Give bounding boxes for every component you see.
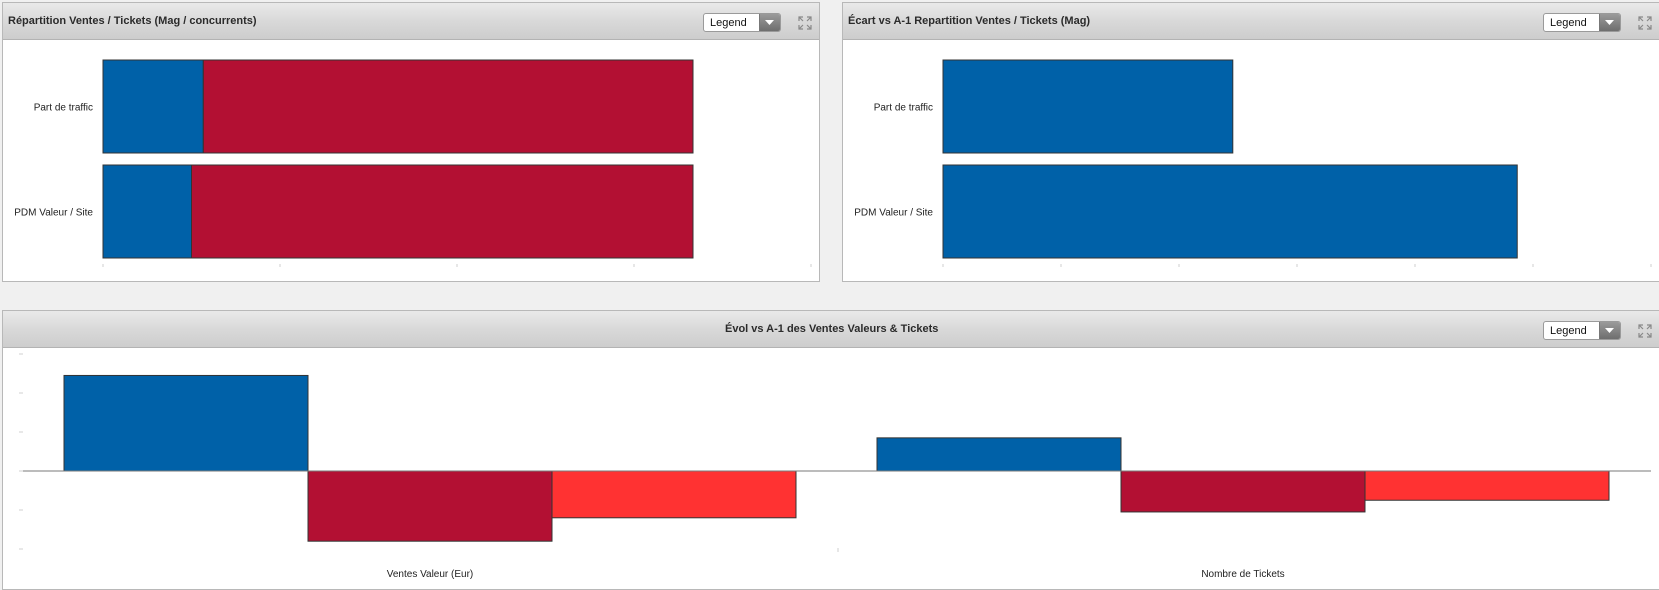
category-label: Part de traffic xyxy=(34,103,93,114)
repartition-chart: Part de traffic PDM Valeur / Site xyxy=(14,59,812,267)
ecart-panel: Écart vs A-1 Repartition Ventes / Ticket… xyxy=(842,2,1659,282)
category-label: Ventes Valeur (Eur) xyxy=(387,569,474,580)
evol-panel-title: Évol vs A-1 des Ventes Valeurs & Tickets xyxy=(725,323,939,335)
repartition-panel: Répartition Ventes / Tickets (Mag / conc… xyxy=(2,2,820,282)
bar xyxy=(63,374,309,472)
legend-dropdown-label: Legend xyxy=(1550,325,1587,337)
evol-panel-header: Évol vs A-1 des Ventes Valeurs & Tickets… xyxy=(3,311,1659,348)
bar xyxy=(876,437,1122,472)
category-label: Nombre de Tickets xyxy=(1201,569,1284,580)
repartition-panel-title: Répartition Ventes / Tickets (Mag / conc… xyxy=(8,15,257,27)
evol-legend-dropdown[interactable]: Legend xyxy=(1543,321,1621,340)
bar xyxy=(202,59,694,154)
ecart-legend-dropdown[interactable]: Legend xyxy=(1543,13,1621,32)
ecart-chart: Part de traffic PDM Valeur / Site xyxy=(854,59,1652,267)
category-label: PDM Valeur / Site xyxy=(854,208,933,219)
bar xyxy=(942,59,1234,154)
evol-panel: Évol vs A-1 des Ventes Valeurs & Tickets… xyxy=(2,310,1659,590)
repartition-legend-dropdown[interactable]: Legend xyxy=(703,13,781,32)
bar xyxy=(551,470,797,519)
category-label: PDM Valeur / Site xyxy=(14,208,93,219)
bar xyxy=(307,470,553,542)
expand-icon[interactable] xyxy=(1637,323,1653,339)
chevron-down-icon[interactable] xyxy=(759,14,780,31)
expand-icon[interactable] xyxy=(797,15,813,31)
bar xyxy=(1120,470,1366,513)
bar xyxy=(942,164,1518,259)
evol-chart: Ventes Valeur (Eur) Nombre de Tickets xyxy=(19,353,1651,580)
expand-icon[interactable] xyxy=(1637,15,1653,31)
chevron-down-icon[interactable] xyxy=(1599,14,1620,31)
legend-dropdown-label: Legend xyxy=(1550,17,1587,29)
ecart-panel-header: Écart vs A-1 Repartition Ventes / Ticket… xyxy=(843,3,1659,40)
repartition-panel-header: Répartition Ventes / Tickets (Mag / conc… xyxy=(3,3,819,40)
chevron-down-icon[interactable] xyxy=(1599,322,1620,339)
ecart-panel-title: Écart vs A-1 Repartition Ventes / Ticket… xyxy=(848,15,1091,27)
legend-dropdown-label: Legend xyxy=(710,17,747,29)
bar xyxy=(1364,470,1610,501)
bar xyxy=(191,164,694,259)
bar xyxy=(102,59,204,154)
bar xyxy=(102,164,192,259)
category-label: Part de traffic xyxy=(874,103,933,114)
